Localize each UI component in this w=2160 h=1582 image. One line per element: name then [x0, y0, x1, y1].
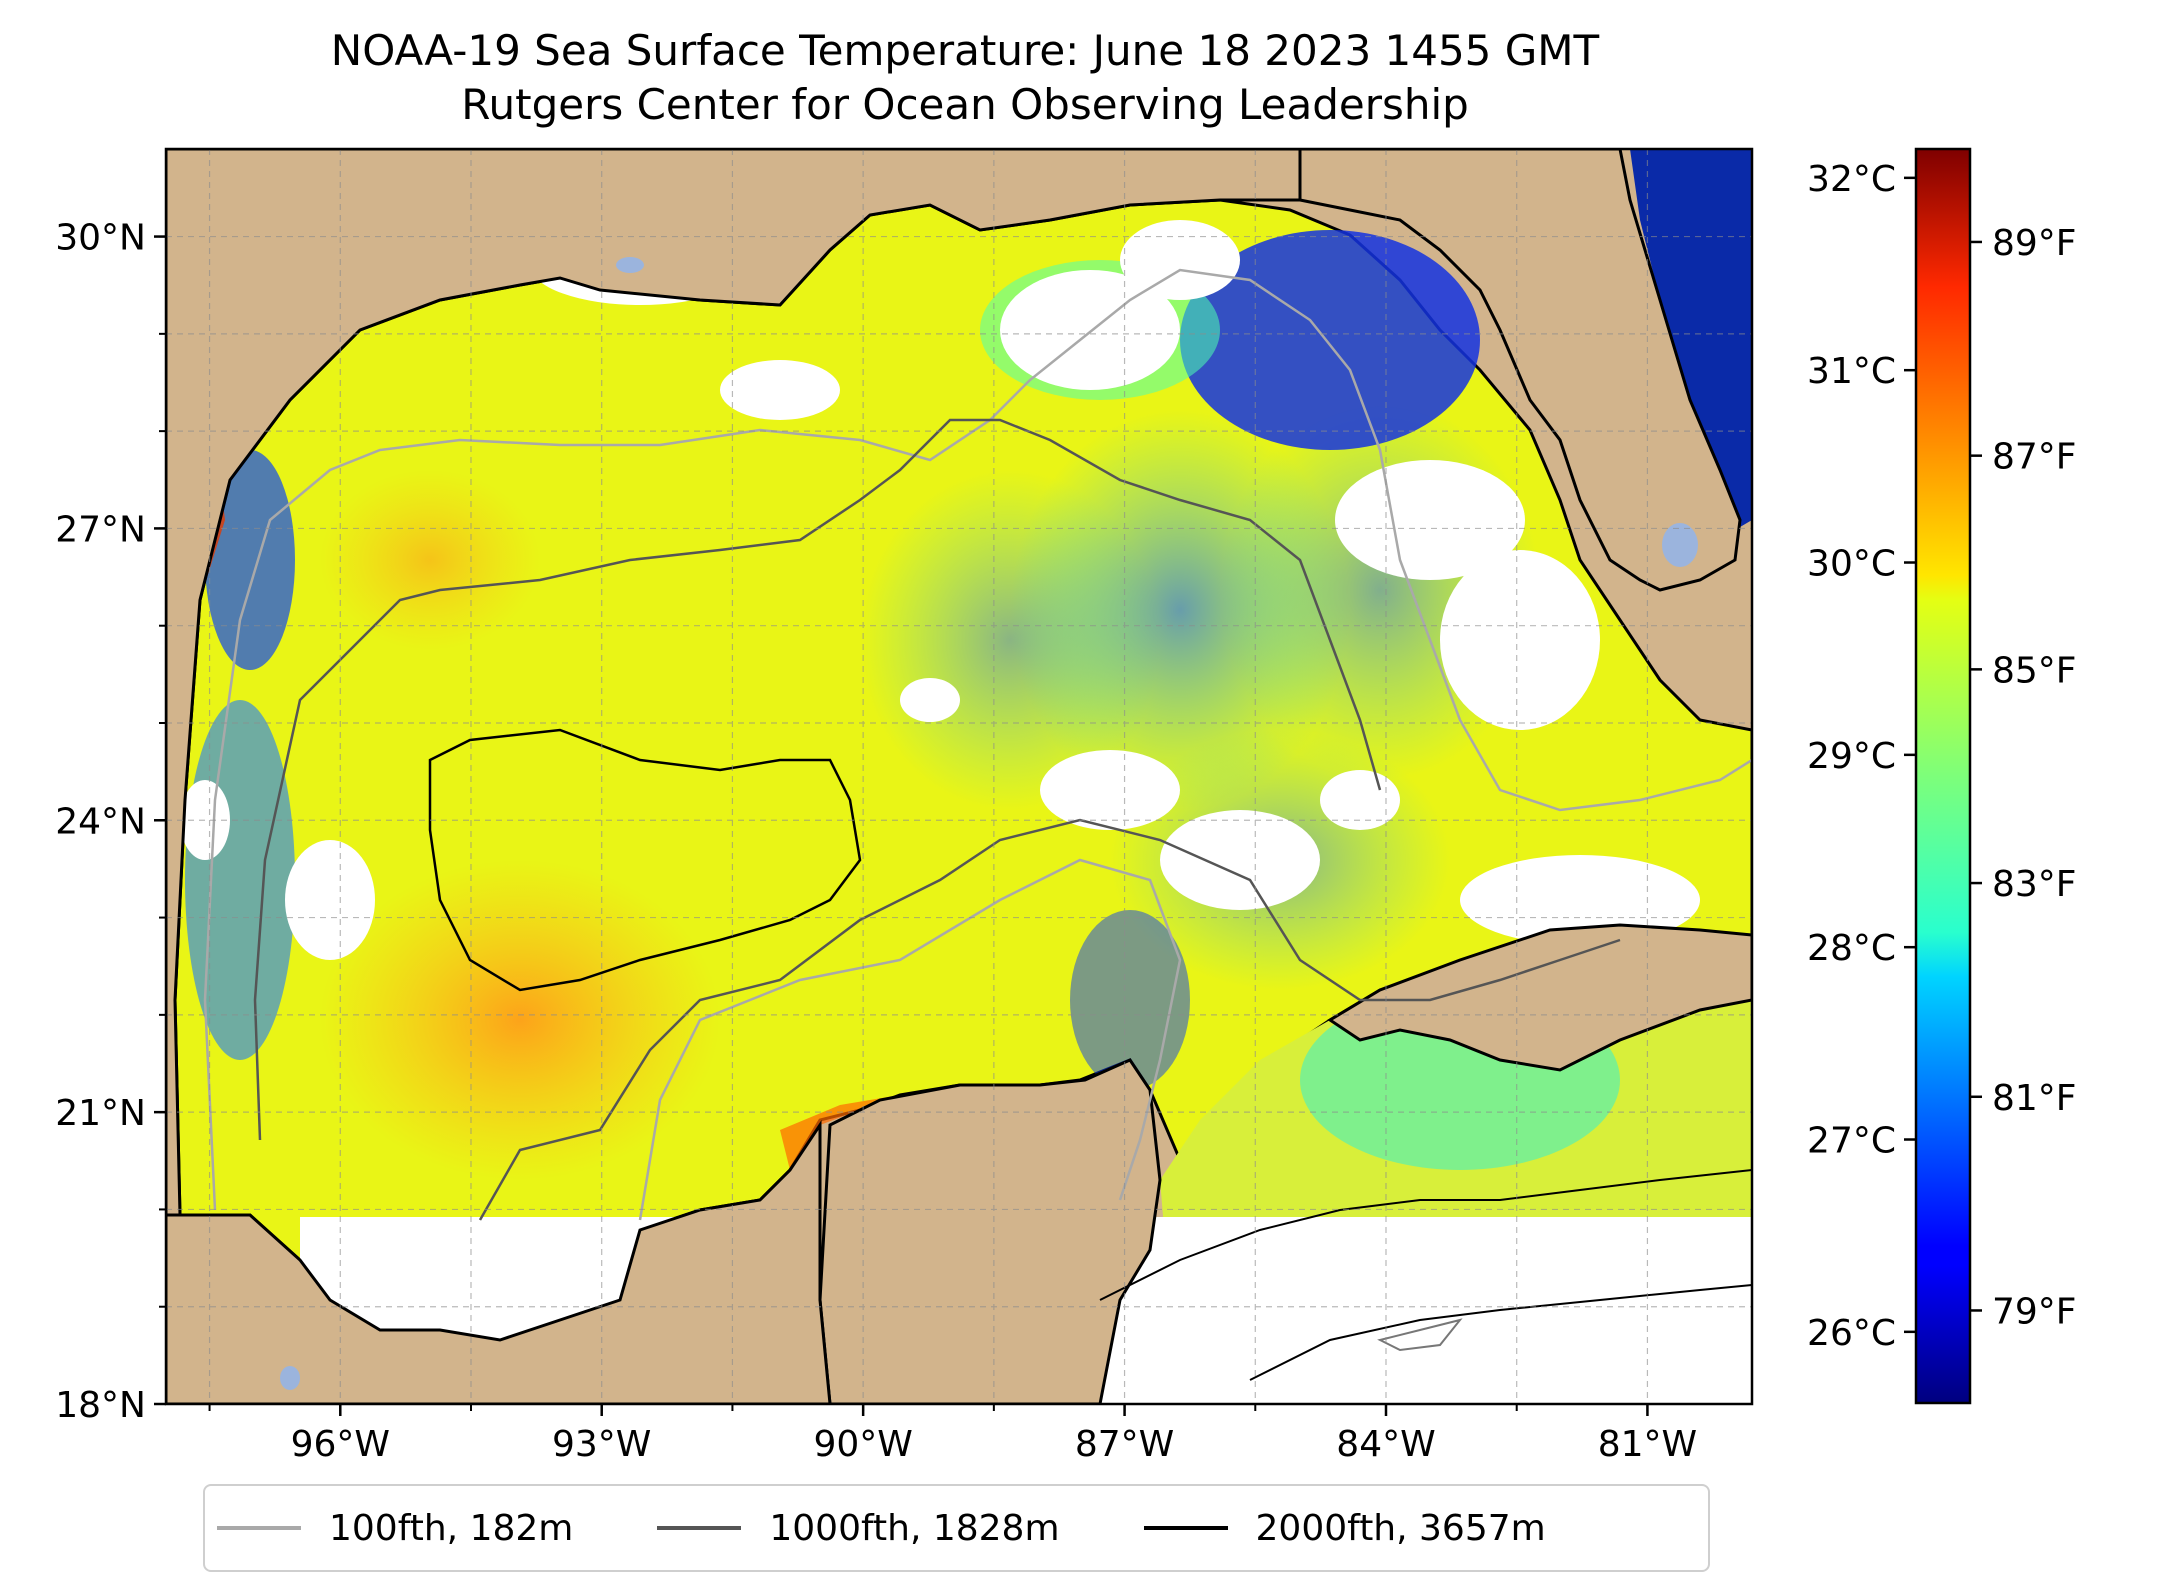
colorbar: [1914, 147, 1972, 1405]
florida-land: [1298, 149, 1742, 592]
legend-label-100fth: 100fth, 182m: [329, 1507, 574, 1549]
celsius-tick-label: 27°C: [1807, 1121, 1896, 1162]
colorbar-fahrenheit-axis: 79°F 81°F 83°F 85°F 87°F 89°F: [1970, 223, 2077, 1332]
lakes: [280, 257, 1698, 1390]
fahrenheit-tick-label: 81°F: [1992, 1078, 2077, 1119]
fahrenheit-tick-label: 83°F: [1992, 864, 2077, 905]
north-coast-land: [166, 149, 1302, 1217]
lon-tick-label: 87°W: [1075, 1424, 1174, 1465]
celsius-tick-label: 29°C: [1807, 736, 1896, 777]
contour-100fth-yucatan: [638, 858, 1182, 1221]
lat-tick-label: 30°N: [55, 218, 146, 259]
legend-line-2000fth: [1143, 1526, 1228, 1530]
legend-line-100fth: [217, 1526, 301, 1530]
lat-tick-label: 18°N: [55, 1385, 146, 1426]
lon-tick-label: 84°W: [1336, 1424, 1435, 1465]
longitude-axis: 96°W 93°W 90°W 87°W 84°W 81°W: [208, 1404, 1697, 1465]
map-layers: [166, 149, 1752, 1404]
lon-tick-label: 81°W: [1598, 1424, 1697, 1465]
lat-tick-label: 24°N: [55, 801, 146, 842]
celsius-tick-label: 26°C: [1807, 1313, 1896, 1354]
fahrenheit-tick-label: 87°F: [1992, 437, 2077, 478]
legend-label-1000fth: 1000fth, 1828m: [769, 1507, 1060, 1549]
celsius-tick-label: 30°C: [1807, 544, 1896, 585]
contour-1000fth-south: [478, 818, 1621, 1221]
contour-2000fth-south: [1099, 1169, 1752, 1301]
mexico-land: [166, 1120, 832, 1404]
legend-item-2000fth: 2000fth, 3657m: [1143, 1507, 1546, 1549]
cuba-land: [1327, 923, 1752, 1072]
legend: 100fth, 182m 1000fth, 1828m 2000fth, 365…: [203, 1484, 1710, 1572]
legend-label-2000fth: 2000fth, 3657m: [1255, 1507, 1546, 1549]
fahrenheit-tick-label: 85°F: [1992, 650, 2077, 691]
plot-frame: [164, 147, 1754, 1406]
legend-item-1000fth: 1000fth, 1828m: [657, 1507, 1060, 1549]
latitude-axis: 18°N 21°N 24°N 27°N 30°N: [55, 218, 166, 1426]
lon-tick-label: 93°W: [552, 1424, 651, 1465]
contour-2000fth: [428, 728, 862, 992]
contour-100fth: [203, 268, 1752, 1211]
lat-tick-label: 27°N: [55, 509, 146, 550]
map-gridlines: [166, 149, 1752, 1405]
lon-tick-label: 96°W: [291, 1424, 390, 1465]
lon-tick-label: 90°W: [813, 1424, 912, 1465]
map-title: NOAA-19 Sea Surface Temperature: June 18…: [330, 26, 1600, 75]
map-subtitle: Rutgers Center for Ocean Observing Leade…: [461, 80, 1469, 129]
celsius-tick-label: 31°C: [1807, 351, 1896, 392]
colorbar-celsius-axis: 26°C 27°C 28°C 29°C 30°C 31°C 32°C: [1807, 159, 1916, 1354]
fahrenheit-tick-label: 79°F: [1992, 1291, 2077, 1332]
lat-tick-label: 21°N: [55, 1093, 146, 1134]
atlantic-water: [1630, 149, 1752, 530]
celsius-tick-label: 32°C: [1807, 159, 1896, 200]
fahrenheit-tick-label: 89°F: [1992, 223, 2077, 264]
legend-line-1000fth: [657, 1526, 742, 1530]
celsius-tick-label: 28°C: [1807, 928, 1896, 969]
yucatan-land: [818, 1058, 1162, 1404]
legend-item-100fth: 100fth, 182m: [217, 1508, 573, 1549]
